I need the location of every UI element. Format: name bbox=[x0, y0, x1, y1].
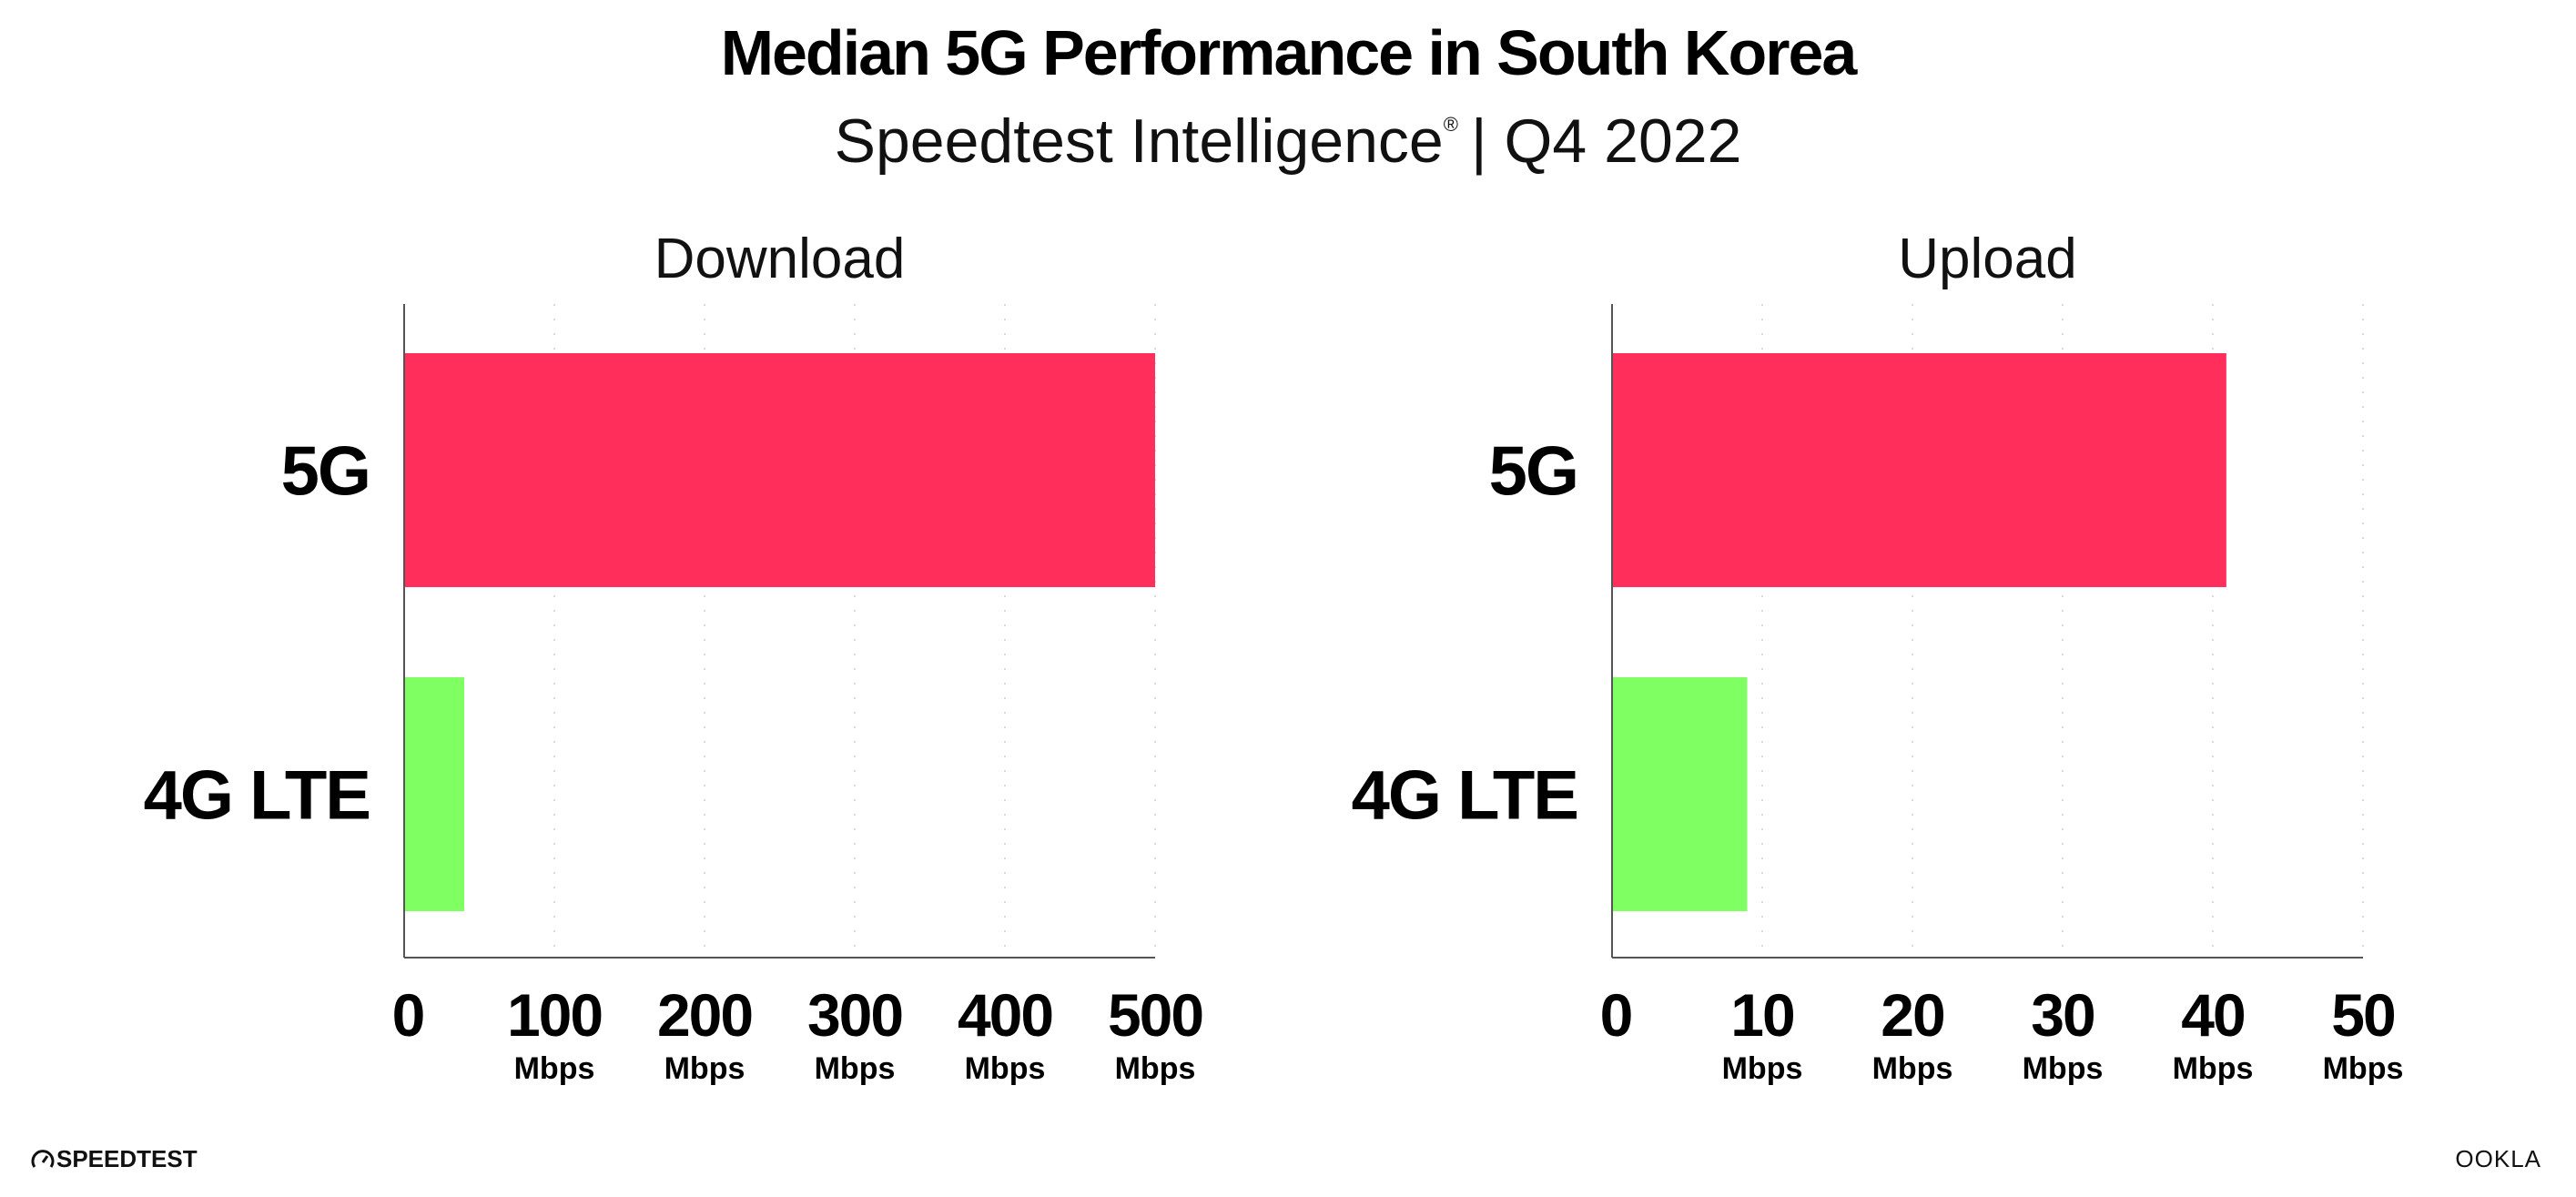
category-label: 4G LTE bbox=[1352, 757, 1577, 835]
tick-label: 500 bbox=[1108, 981, 1202, 1049]
subtitle-period: | Q4 2022 bbox=[1471, 107, 1741, 176]
tick-unit: Mbps bbox=[1872, 1051, 1953, 1086]
subtitle-source: Speedtest Intelligence bbox=[835, 107, 1444, 176]
tick-label: 200 bbox=[657, 981, 752, 1049]
category-label: 5G bbox=[1489, 433, 1577, 511]
tick-label: 400 bbox=[958, 981, 1052, 1049]
tick-label: 20 bbox=[1881, 981, 1943, 1049]
bar-5g bbox=[1612, 353, 2226, 587]
tick-unit: Mbps bbox=[2323, 1051, 2404, 1086]
panel-title: Upload bbox=[1898, 228, 2076, 290]
tick-label: 0 bbox=[392, 981, 424, 1049]
tick-label: 50 bbox=[2331, 981, 2394, 1049]
tick-unit: Mbps bbox=[1115, 1051, 1196, 1086]
tick-unit: Mbps bbox=[965, 1051, 1046, 1086]
speedtest-logo: SPEEDTEST bbox=[31, 1145, 198, 1172]
speedtest-logo-text: SPEEDTEST bbox=[56, 1145, 198, 1172]
bar-4g-lte bbox=[404, 677, 464, 911]
tick-label: 10 bbox=[1730, 981, 1793, 1049]
chart-subtitle: Speedtest Intelligence® | Q4 2022 bbox=[835, 107, 1742, 176]
tick-label: 30 bbox=[2031, 981, 2094, 1049]
panel-title: Download bbox=[654, 228, 906, 290]
tick-unit: Mbps bbox=[815, 1051, 896, 1086]
category-label: 4G LTE bbox=[144, 757, 370, 835]
tick-unit: Mbps bbox=[664, 1051, 745, 1086]
tick-label: 100 bbox=[507, 981, 602, 1049]
registered-mark: ® bbox=[1444, 113, 1458, 136]
gauge-icon bbox=[31, 1150, 55, 1168]
tick-label: 0 bbox=[1600, 981, 1632, 1049]
tick-unit: Mbps bbox=[514, 1051, 595, 1086]
bar-4g-lte bbox=[1612, 677, 1748, 911]
chart-title: Median 5G Performance in South Korea bbox=[721, 17, 1859, 88]
tick-unit: Mbps bbox=[2023, 1051, 2104, 1086]
bar-5g bbox=[404, 353, 1155, 587]
category-label: 5G bbox=[281, 433, 370, 511]
tick-label: 40 bbox=[2181, 981, 2244, 1049]
ookla-logo: OOKLA bbox=[2455, 1145, 2541, 1172]
tick-unit: Mbps bbox=[1722, 1051, 1803, 1086]
tick-unit: Mbps bbox=[2173, 1051, 2254, 1086]
tick-label: 300 bbox=[807, 981, 902, 1049]
